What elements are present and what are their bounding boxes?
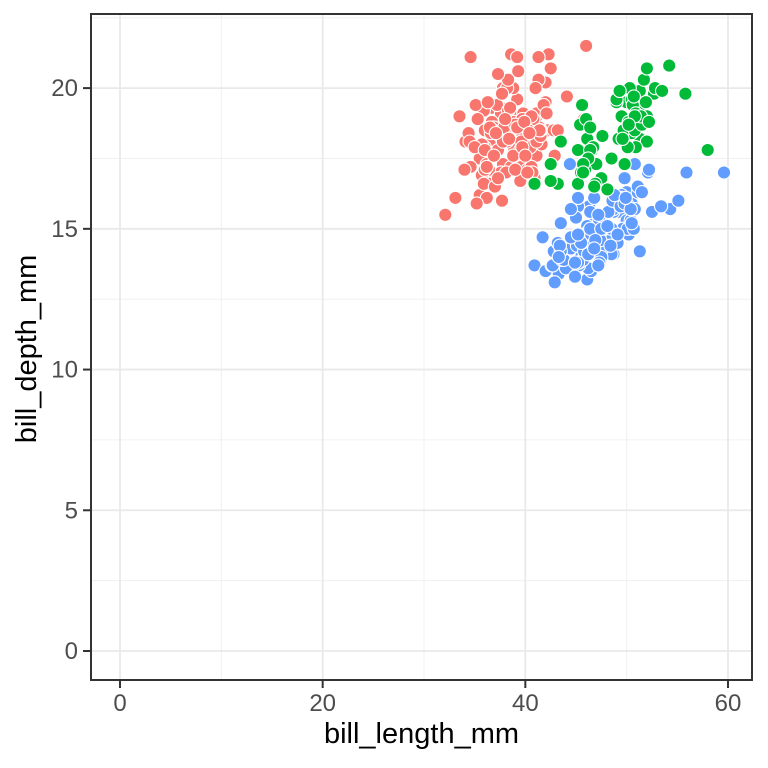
data-point bbox=[671, 193, 686, 208]
data-point bbox=[626, 89, 641, 104]
data-point bbox=[591, 207, 606, 222]
data-point bbox=[653, 199, 669, 214]
data-point bbox=[587, 179, 602, 194]
data-point bbox=[501, 131, 517, 146]
data-point bbox=[468, 97, 483, 113]
data-point bbox=[639, 61, 655, 76]
x-axis-title: bill_length_mm bbox=[323, 718, 520, 750]
data-point bbox=[641, 114, 657, 130]
data-point bbox=[591, 258, 606, 273]
data-point bbox=[638, 95, 654, 110]
data-point bbox=[463, 49, 478, 65]
data-point bbox=[634, 185, 650, 200]
data-point bbox=[612, 83, 627, 99]
data-point bbox=[604, 151, 619, 166]
data-point bbox=[522, 125, 537, 141]
data-point bbox=[488, 125, 504, 141]
data-point bbox=[583, 120, 598, 135]
data-point bbox=[543, 173, 558, 189]
data-point bbox=[559, 89, 575, 104]
data-point bbox=[624, 216, 639, 231]
data-point bbox=[520, 165, 535, 180]
data-point bbox=[497, 111, 513, 127]
data-point bbox=[587, 241, 602, 256]
data-point bbox=[527, 176, 542, 191]
data-point bbox=[617, 156, 632, 172]
panel-border bbox=[90, 13, 753, 681]
y-axis-title: bill_depth_mm bbox=[11, 254, 44, 444]
data-point bbox=[510, 49, 525, 65]
data-point bbox=[452, 109, 467, 124]
data-point bbox=[618, 190, 633, 206]
data-point bbox=[563, 201, 579, 217]
data-point bbox=[553, 216, 568, 231]
data-point bbox=[535, 230, 550, 245]
data-point bbox=[617, 171, 632, 186]
data-point bbox=[531, 49, 546, 65]
data-point bbox=[570, 190, 586, 206]
data-point bbox=[570, 227, 586, 242]
data-point bbox=[469, 196, 484, 211]
data-point bbox=[575, 165, 591, 180]
data-point bbox=[511, 64, 526, 79]
data-point bbox=[553, 134, 568, 149]
data-point bbox=[457, 162, 472, 177]
data-point bbox=[508, 162, 523, 177]
data-point bbox=[480, 95, 495, 110]
x-tick-label: 40 bbox=[512, 690, 539, 717]
data-point bbox=[486, 148, 502, 163]
x-tick-label: 20 bbox=[309, 690, 336, 717]
data-point bbox=[578, 38, 594, 54]
data-point bbox=[543, 61, 558, 76]
data-point bbox=[574, 97, 590, 113]
data-point bbox=[543, 156, 558, 172]
data-point bbox=[567, 269, 583, 284]
data-point bbox=[494, 86, 510, 101]
data-point bbox=[632, 244, 647, 259]
data-point bbox=[654, 83, 670, 99]
data-point bbox=[603, 238, 618, 253]
data-point bbox=[600, 218, 615, 234]
data-point bbox=[438, 207, 453, 222]
data-point bbox=[490, 171, 506, 186]
x-tick-label: 0 bbox=[113, 690, 126, 717]
data-point bbox=[679, 165, 694, 180]
y-tick-label: 5 bbox=[65, 497, 78, 524]
data-point bbox=[615, 131, 630, 146]
y-tick-label: 10 bbox=[51, 357, 78, 384]
y-tick-label: 20 bbox=[51, 75, 78, 102]
data-point bbox=[700, 142, 715, 158]
data-point bbox=[479, 159, 494, 175]
data-point bbox=[662, 58, 677, 73]
y-tick-label: 15 bbox=[51, 216, 78, 243]
data-point bbox=[641, 162, 657, 177]
data-point bbox=[621, 117, 636, 132]
data-point bbox=[678, 86, 693, 101]
data-point bbox=[567, 255, 583, 270]
data-point bbox=[562, 156, 578, 172]
data-point bbox=[528, 80, 543, 96]
data-point bbox=[448, 190, 463, 206]
data-point bbox=[518, 148, 533, 163]
y-tick-label: 0 bbox=[65, 638, 78, 665]
data-point bbox=[527, 258, 542, 273]
x-tick-label: 60 bbox=[715, 690, 742, 717]
data-point bbox=[470, 111, 485, 127]
data-point bbox=[639, 134, 655, 149]
data-point bbox=[547, 275, 562, 290]
data-point bbox=[610, 227, 625, 242]
data-point bbox=[494, 193, 510, 208]
data-point bbox=[600, 182, 615, 197]
data-point bbox=[716, 165, 732, 180]
data-point bbox=[490, 66, 506, 82]
data-point bbox=[539, 106, 554, 121]
data-point bbox=[595, 128, 610, 144]
data-point bbox=[551, 249, 566, 265]
